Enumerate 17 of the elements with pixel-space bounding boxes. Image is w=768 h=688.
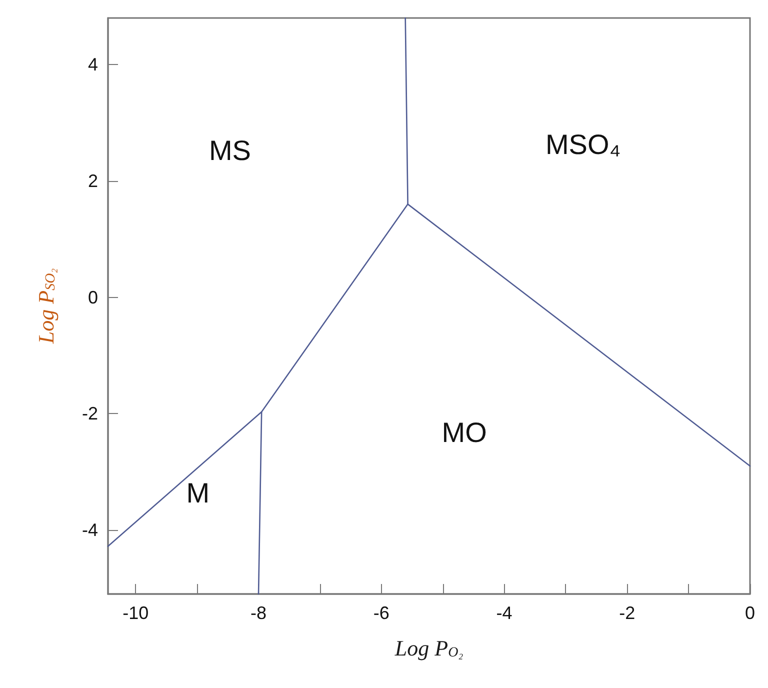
x-tick-label: 0: [744, 603, 756, 623]
y-tick-label: 2: [88, 170, 98, 191]
x-axis-title: Log PO₂: [394, 636, 464, 660]
y-tick-label: 4: [88, 54, 98, 75]
y-tick-label: 0: [88, 287, 98, 308]
x-tick-label: -10: [122, 603, 149, 623]
annotation: MSO₄: [545, 129, 621, 160]
x-tick-label: -4: [496, 603, 512, 623]
annotation: MS: [208, 134, 251, 166]
annotation: MO: [442, 417, 487, 448]
x-tick-label: -6: [373, 603, 390, 623]
x-tick-label: -2: [619, 603, 636, 623]
annotation: M: [186, 478, 210, 509]
y-tick-label: -4: [82, 520, 98, 540]
y-axis-title: Log PSO₂: [34, 268, 58, 345]
y-tick-label: -2: [82, 404, 98, 424]
x-tick-label: -8: [250, 603, 267, 623]
